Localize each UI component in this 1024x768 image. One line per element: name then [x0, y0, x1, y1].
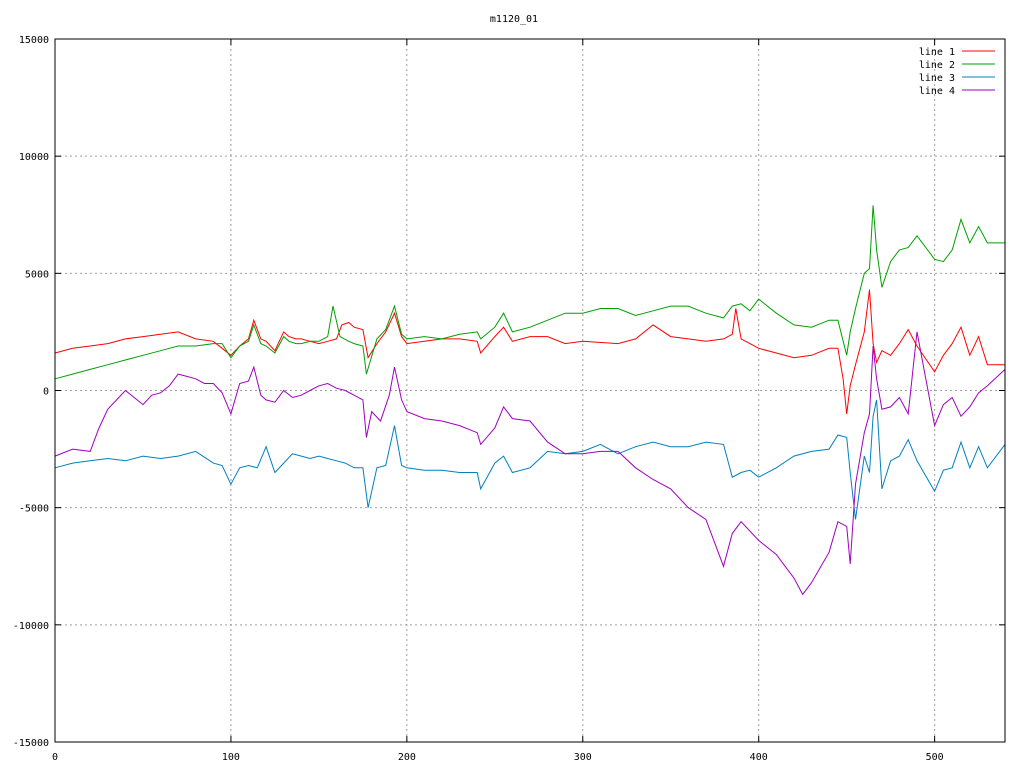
x-tick-label: 300 [574, 752, 592, 763]
x-tick-label: 100 [222, 752, 240, 763]
legend-label-1: line 1 [919, 47, 955, 58]
y-tick-label: -15000 [13, 738, 49, 749]
legend-label-3: line 3 [919, 73, 955, 84]
series-group [54, 205, 1006, 596]
y-tick-label: 0 [43, 387, 49, 398]
y-tick-label: -10000 [13, 621, 49, 632]
series-line-4 [54, 331, 1006, 596]
y-tick-label: 10000 [19, 152, 49, 163]
legend: line 1 line 2 line 3 line 4 [919, 47, 995, 97]
grid [55, 39, 1005, 742]
x-tick-label: 0 [52, 752, 58, 763]
legend-label-4: line 4 [919, 86, 955, 97]
series-line-2 [54, 205, 1005, 380]
x-tick-label: 500 [926, 752, 944, 763]
series-line-1 [54, 289, 1005, 414]
x-tick-label: 400 [750, 752, 768, 763]
legend-label-2: line 2 [919, 60, 955, 71]
axis-ticks: 0 100 200 300 400 500 -15000 -10000 -5000 0 5000 10… [13, 35, 1005, 763]
y-tick-label: 15000 [19, 35, 49, 46]
chart-title: m1120_01 [490, 14, 538, 25]
series-line-3 [54, 399, 1006, 520]
x-tick-label: 200 [398, 752, 416, 763]
y-tick-label: -5000 [19, 504, 49, 515]
y-tick-label: 5000 [25, 269, 49, 280]
